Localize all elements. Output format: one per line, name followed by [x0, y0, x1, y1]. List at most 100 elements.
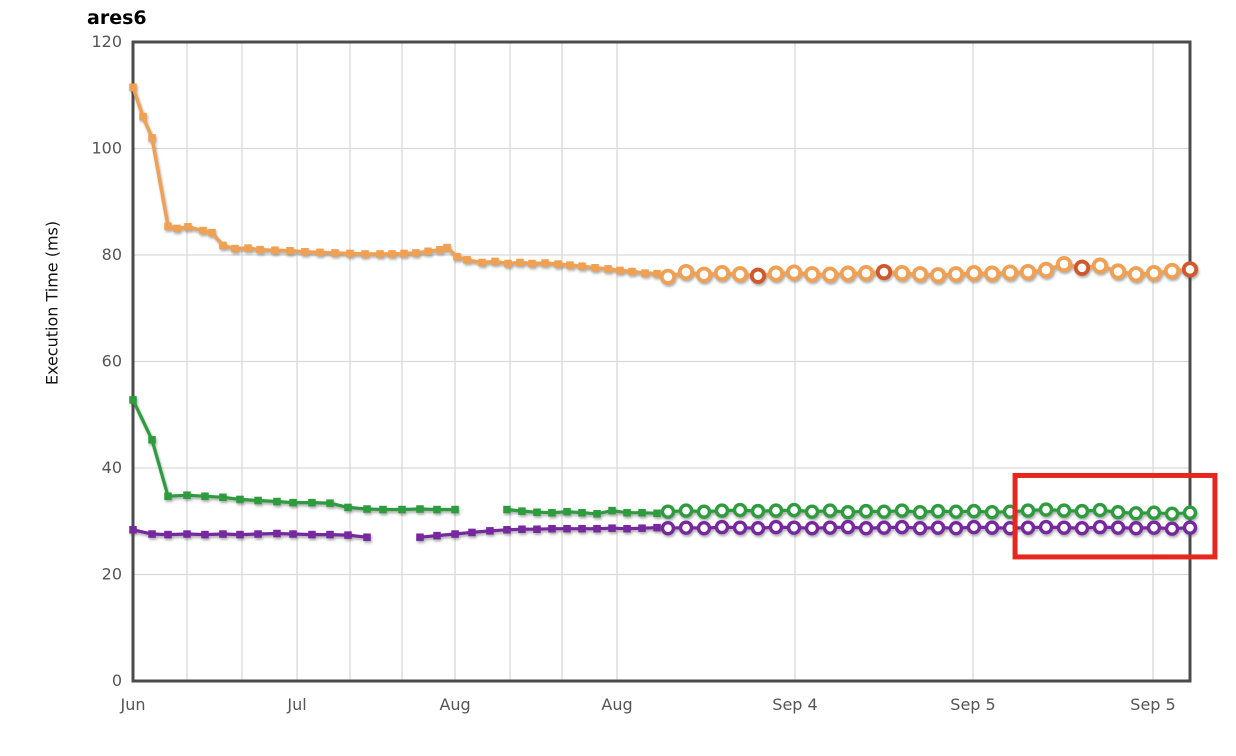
data-point[interactable]	[653, 509, 661, 518]
data-point[interactable]	[948, 520, 964, 536]
data-point[interactable]	[236, 530, 244, 539]
data-point[interactable]	[533, 508, 541, 516]
data-point[interactable]	[412, 249, 420, 257]
data-point[interactable]	[503, 505, 511, 514]
data-point[interactable]	[732, 520, 748, 535]
data-point[interactable]	[616, 266, 624, 275]
data-point[interactable]	[504, 259, 512, 268]
data-point[interactable]	[876, 520, 892, 535]
data-point[interactable]	[678, 520, 694, 535]
data-point[interactable]	[804, 520, 820, 536]
data-point[interactable]	[548, 524, 556, 533]
data-point[interactable]	[1056, 503, 1072, 518]
data-point[interactable]	[148, 436, 156, 444]
data-point[interactable]	[1164, 521, 1180, 536]
data-point[interactable]	[1163, 262, 1181, 280]
data-point[interactable]	[256, 245, 264, 254]
data-point[interactable]	[548, 508, 556, 517]
data-point[interactable]	[463, 256, 471, 264]
data-point[interactable]	[1038, 502, 1054, 517]
data-point[interactable]	[591, 264, 599, 272]
data-point[interactable]	[289, 498, 297, 507]
data-point[interactable]	[911, 266, 929, 283]
data-point[interactable]	[503, 526, 511, 534]
data-point[interactable]	[148, 530, 156, 538]
data-point[interactable]	[750, 520, 766, 536]
data-point[interactable]	[443, 243, 451, 252]
data-point[interactable]	[433, 531, 441, 540]
data-point[interactable]	[1110, 504, 1126, 520]
data-point[interactable]	[1020, 520, 1036, 535]
data-point[interactable]	[139, 112, 147, 121]
data-point[interactable]	[1074, 503, 1090, 519]
data-point[interactable]	[129, 526, 137, 534]
data-point[interactable]	[201, 530, 209, 539]
data-point[interactable]	[316, 248, 324, 257]
data-point[interactable]	[451, 530, 459, 538]
data-point[interactable]	[346, 249, 354, 258]
data-point[interactable]	[301, 248, 309, 256]
data-point[interactable]	[641, 269, 649, 277]
data-point[interactable]	[528, 259, 536, 268]
data-point[interactable]	[201, 492, 209, 500]
data-point[interactable]	[1019, 263, 1037, 281]
data-point[interactable]	[713, 265, 731, 282]
data-point[interactable]	[1091, 257, 1109, 274]
data-point[interactable]	[984, 520, 1000, 535]
data-point[interactable]	[148, 134, 156, 142]
data-point[interactable]	[326, 530, 334, 539]
data-point[interactable]	[604, 265, 612, 273]
data-point[interactable]	[563, 507, 571, 516]
data-point[interactable]	[363, 533, 371, 541]
data-point[interactable]	[1181, 261, 1199, 278]
data-point[interactable]	[948, 504, 964, 519]
data-point[interactable]	[219, 241, 227, 250]
data-point[interactable]	[804, 504, 820, 519]
data-point[interactable]	[164, 492, 172, 500]
data-point[interactable]	[786, 520, 802, 535]
data-point[interactable]	[518, 525, 526, 533]
data-point[interactable]	[183, 530, 191, 538]
data-point[interactable]	[749, 267, 767, 284]
data-point[interactable]	[254, 496, 262, 505]
data-point[interactable]	[660, 504, 676, 519]
data-point[interactable]	[363, 505, 371, 513]
data-point[interactable]	[785, 264, 803, 281]
data-point[interactable]	[326, 499, 334, 507]
data-point[interactable]	[768, 503, 784, 518]
data-point[interactable]	[786, 502, 802, 518]
data-point[interactable]	[578, 524, 586, 533]
data-point[interactable]	[1056, 520, 1072, 535]
data-point[interactable]	[388, 250, 396, 258]
data-point[interactable]	[1020, 503, 1036, 518]
data-point[interactable]	[563, 524, 571, 533]
data-point[interactable]	[416, 505, 424, 513]
data-point[interactable]	[638, 524, 646, 532]
data-point[interactable]	[271, 246, 279, 254]
data-point[interactable]	[308, 530, 316, 539]
data-point[interactable]	[1038, 519, 1054, 535]
data-point[interactable]	[623, 524, 631, 533]
data-point[interactable]	[653, 523, 661, 532]
data-point[interactable]	[433, 505, 441, 514]
data-point[interactable]	[331, 249, 339, 257]
data-point[interactable]	[379, 505, 387, 514]
data-point[interactable]	[344, 503, 352, 512]
data-point[interactable]	[894, 503, 910, 518]
data-point[interactable]	[164, 530, 172, 539]
data-point[interactable]	[273, 497, 281, 506]
data-point[interactable]	[533, 525, 541, 533]
data-point[interactable]	[984, 504, 1000, 520]
data-point[interactable]	[858, 520, 874, 536]
data-point[interactable]	[840, 519, 856, 535]
data-point[interactable]	[1055, 255, 1073, 273]
data-point[interactable]	[1182, 520, 1198, 535]
data-point[interactable]	[767, 265, 785, 282]
data-point[interactable]	[1128, 506, 1144, 521]
data-point[interactable]	[424, 247, 432, 256]
data-point[interactable]	[947, 266, 965, 283]
data-point[interactable]	[695, 266, 713, 283]
data-point[interactable]	[416, 533, 424, 541]
data-point[interactable]	[254, 530, 262, 538]
data-point[interactable]	[1146, 505, 1162, 520]
